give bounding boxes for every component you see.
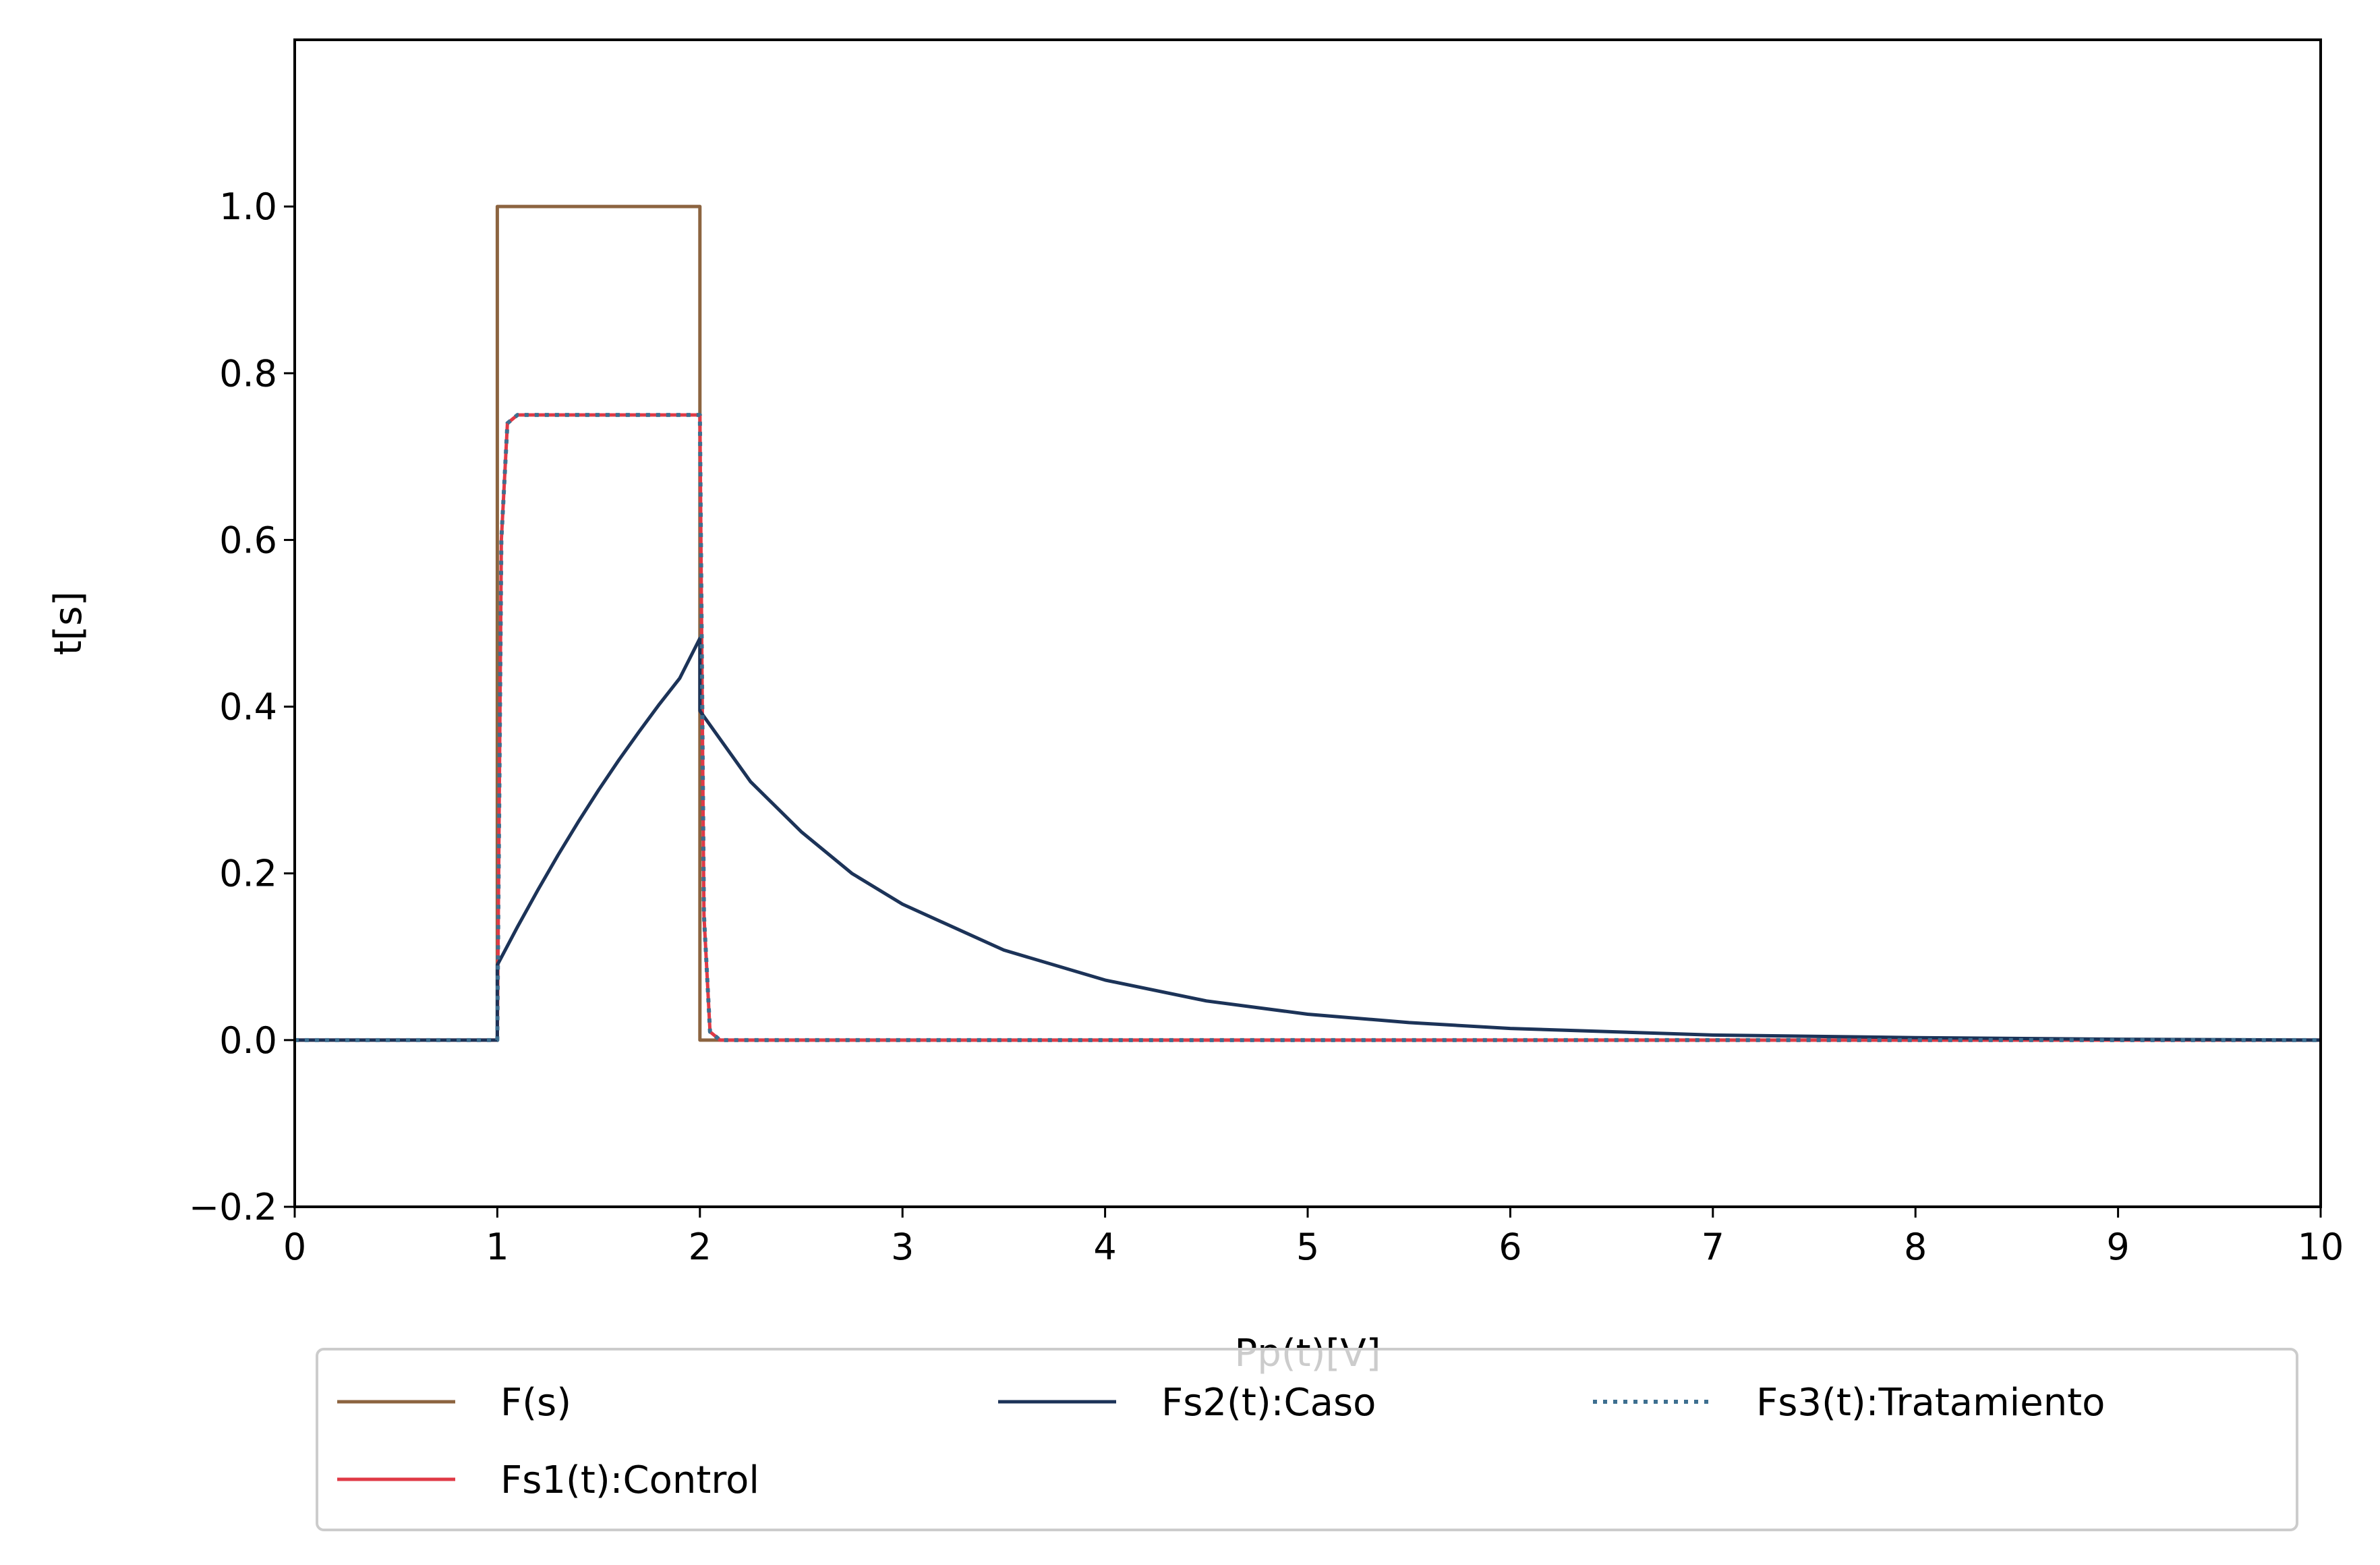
legend-label-3: Fs2(t):Caso — [1161, 1381, 1376, 1425]
legend-label-4: Fs3(t):Tratamiento — [1756, 1381, 2105, 1425]
legend-box — [316, 1348, 2298, 1531]
x-tick-label: 3 — [891, 1226, 914, 1268]
x-tick-label: 7 — [1702, 1226, 1724, 1268]
y-axis-title: t[s] — [47, 592, 90, 656]
legend-label-1: F(s) — [500, 1381, 571, 1425]
y-tick-label: 1.0 — [219, 186, 277, 228]
x-tick-label: 6 — [1499, 1226, 1521, 1268]
x-axis-ticks: 0 1 2 3 4 5 6 7 8 9 10 — [283, 1207, 2344, 1268]
x-tick-label: 10 — [2298, 1226, 2344, 1268]
y-tick-label: −0.2 — [189, 1186, 277, 1228]
y-tick-label: 0.8 — [219, 352, 277, 395]
y-tick-label: 0.2 — [219, 853, 277, 895]
x-tick-label: 4 — [1093, 1226, 1116, 1268]
y-tick-label: 0.4 — [219, 686, 277, 729]
x-tick-label: 1 — [486, 1226, 509, 1268]
series-line-3 — [295, 636, 2321, 1042]
x-tick-label: 8 — [1904, 1226, 1927, 1268]
y-axis-ticks: −0.2 0.0 0.2 0.4 0.6 0.8 1.0 — [189, 186, 295, 1228]
x-tick-label: 2 — [689, 1226, 712, 1268]
series-line-4 — [295, 413, 2321, 1042]
x-tick-label: 0 — [283, 1226, 306, 1268]
series-layer — [295, 204, 2321, 1042]
x-tick-label: 9 — [2106, 1226, 2129, 1268]
y-tick-label: 0.6 — [219, 519, 277, 561]
y-tick-label: 0.0 — [219, 1019, 277, 1062]
x-tick-label: 5 — [1296, 1226, 1319, 1268]
legend: F(s) Fs1(t):Control Fs2(t):Caso Fs3(t):Trat… — [316, 1348, 2298, 1531]
axes-frame — [293, 38, 2322, 1208]
legend-label-2: Fs1(t):Control — [500, 1458, 759, 1502]
